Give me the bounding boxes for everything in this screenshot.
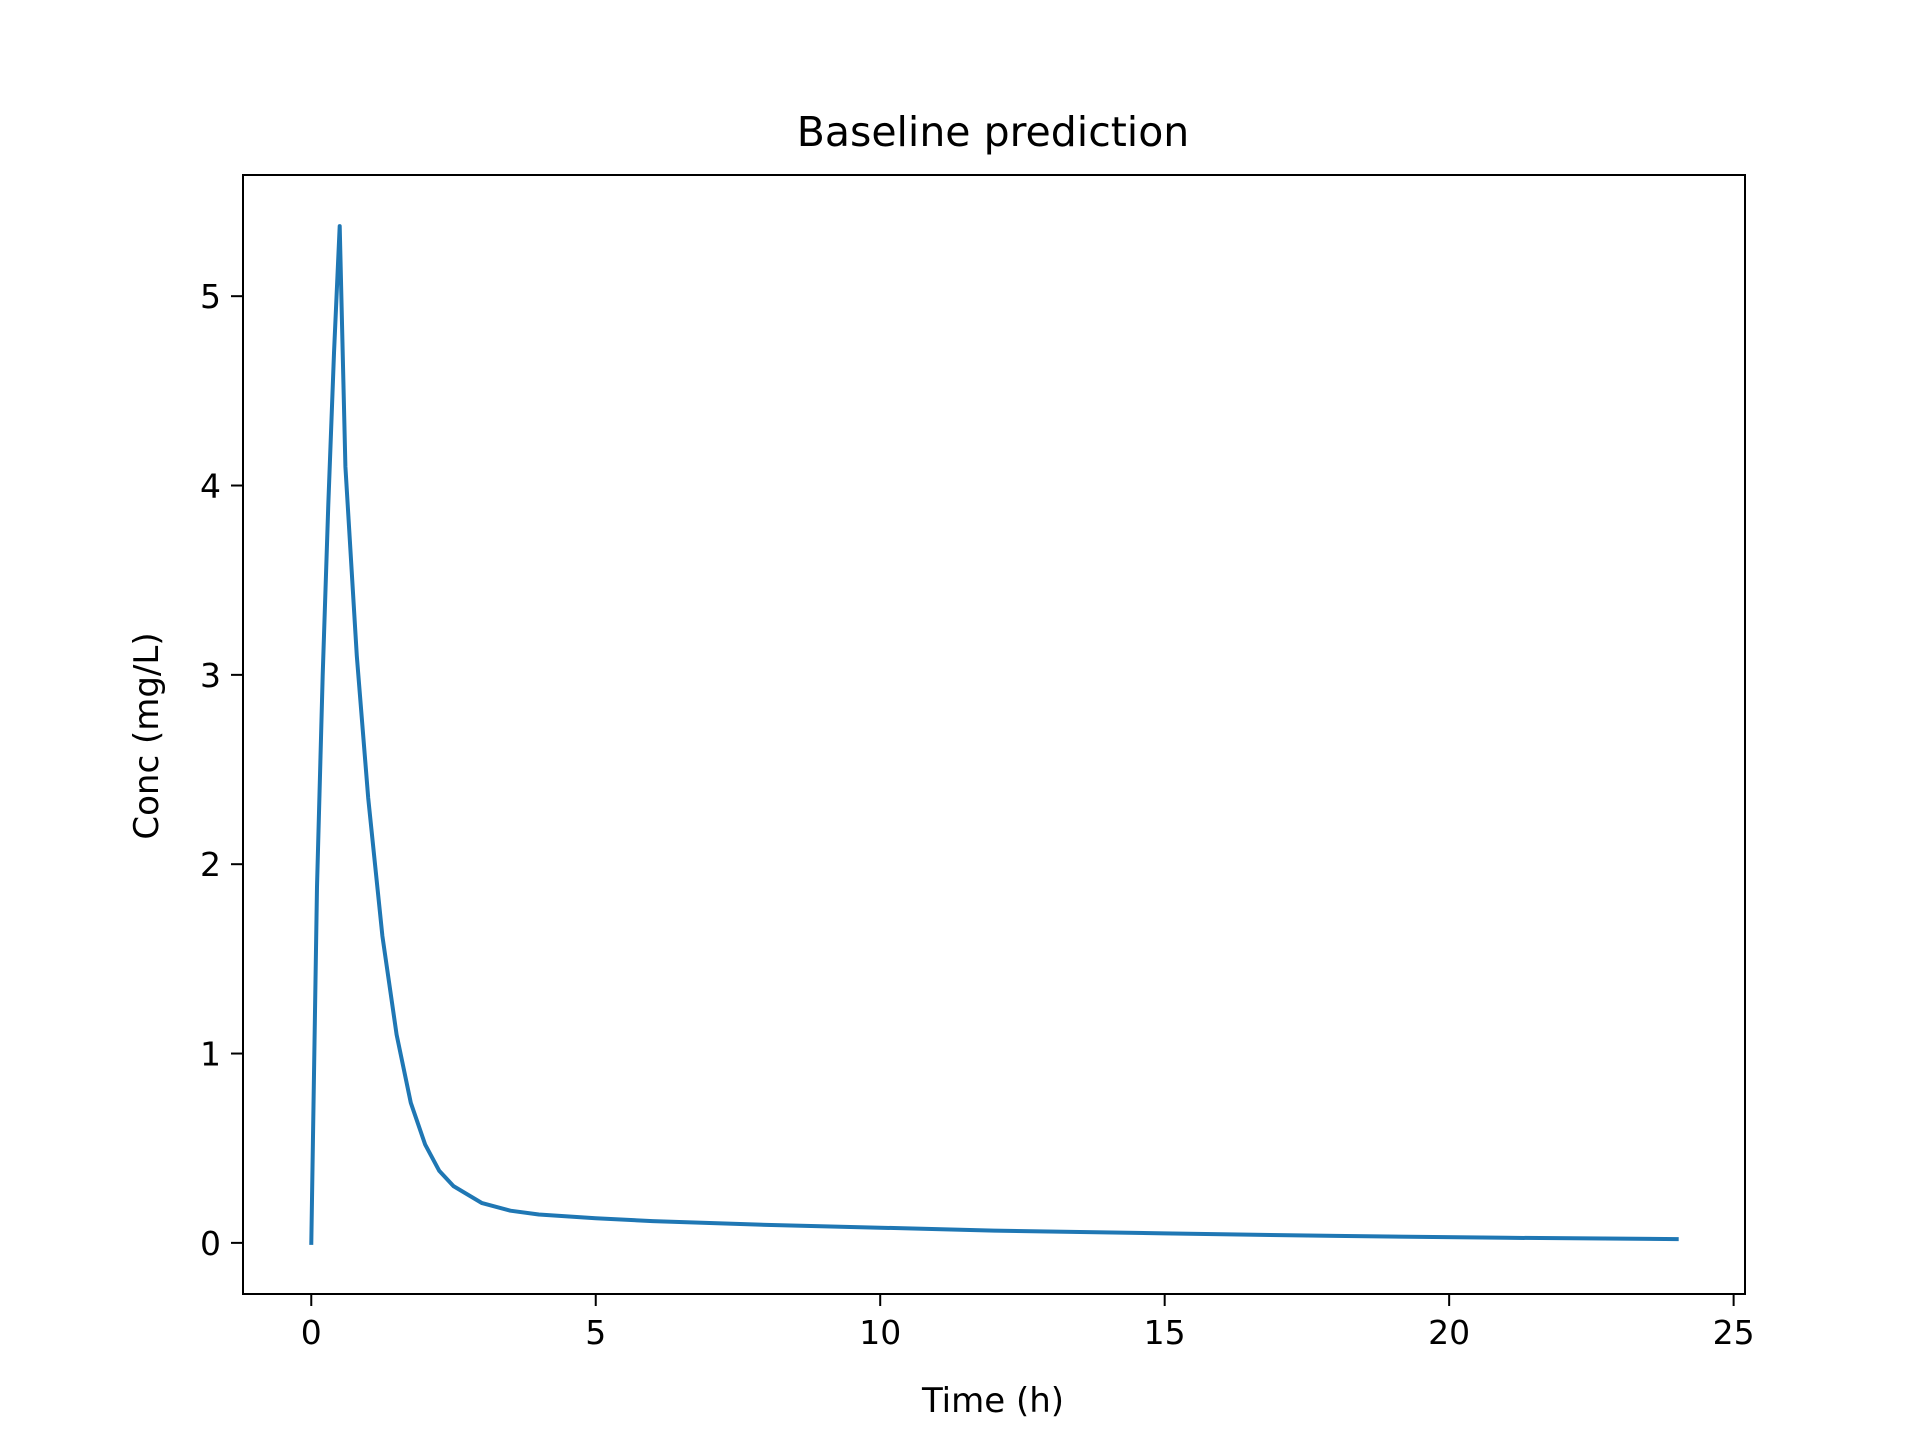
x-tick-label: 15 [1144,1313,1186,1352]
plot-area [309,224,1679,1245]
y-tick-label: 0 [200,1224,221,1263]
y-tick-label: 3 [200,656,221,695]
y-tick-label: 1 [200,1035,221,1074]
x-axis-label: Time (h) [921,1381,1064,1421]
y-tick-label: 5 [200,277,221,316]
series-line-0 [309,224,1679,1245]
chart-title: Baseline prediction [797,108,1190,156]
x-tick-label: 5 [585,1313,606,1352]
axes: 0 5 10 15 20 25 0 1 2 3 4 5 [200,174,1755,1352]
x-tick-label: 10 [859,1313,901,1352]
x-tick-label: 0 [301,1313,322,1352]
x-tick-label: 20 [1428,1313,1470,1352]
y-axis-label: Conc (mg/L) [127,632,167,839]
y-tick-label: 4 [200,467,221,506]
x-tick-label: 25 [1713,1313,1755,1352]
axes-frame [242,174,1746,1295]
y-tick-label: 2 [200,845,221,884]
